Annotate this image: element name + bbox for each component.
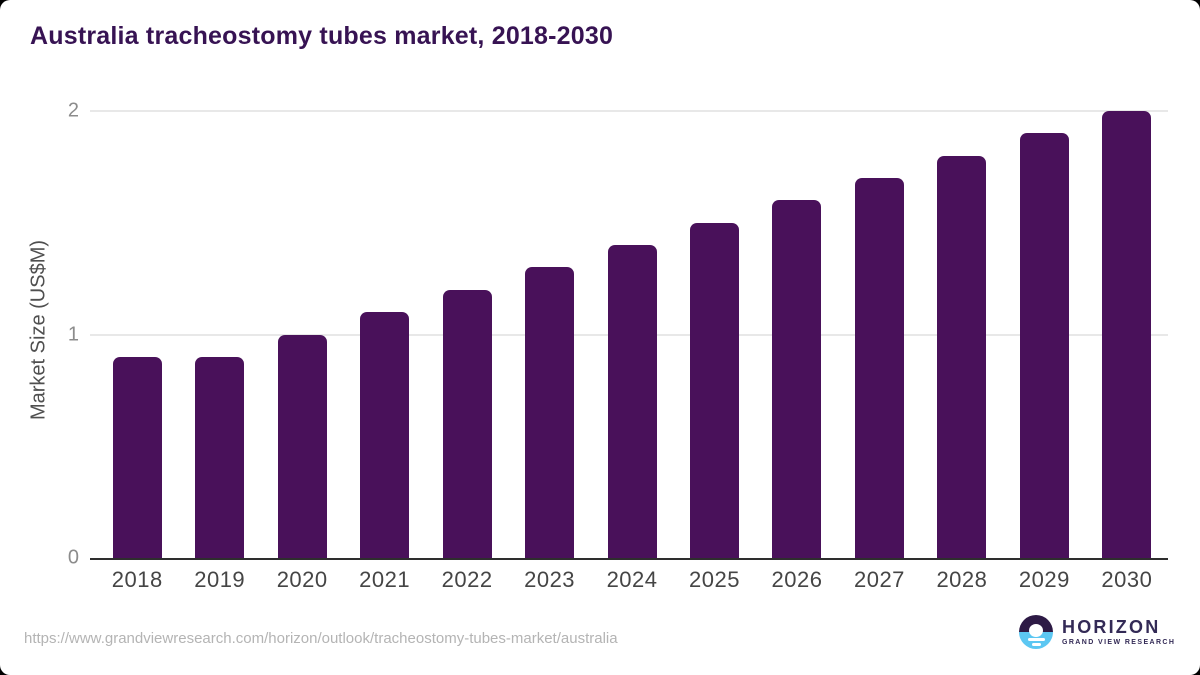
bar-slot-2025 [673,111,755,558]
logo-horizon-line [1027,638,1045,641]
horizon-sun-icon [1019,615,1053,649]
y-tick-label-2: 2 [67,99,79,122]
y-tick-label-0: 0 [67,546,79,569]
x-tick-label-2019: 2019 [194,567,246,592]
logo-sun-circle [1029,624,1043,637]
bar-series [96,111,1168,558]
brand-tagline: GRAND VIEW RESEARCH [1062,639,1176,646]
bar-slot-2018 [96,111,178,558]
chart-title: Australia tracheostomy tubes market, 201… [30,22,614,50]
x-tick-label-2028: 2028 [936,567,988,592]
gridline-2 [90,110,1168,112]
y-tick-label-1: 1 [67,323,79,345]
bar-2019 [195,356,245,558]
x-tick-label-2021: 2021 [359,567,411,592]
brand-logo: HORIZON GRAND VIEW RESEARCH [1019,615,1175,649]
source-url: https://www.grandviewresearch.com/horizo… [24,630,618,647]
x-tick-label-2025: 2025 [689,567,740,592]
bar-slot-2026 [756,111,838,558]
bar-2027 [854,178,904,558]
bar-2026 [772,200,822,558]
x-tick-label-2022: 2022 [441,567,493,592]
bar-2018 [112,356,162,558]
x-tick-label-2029: 2029 [1018,567,1070,592]
bar-slot-2028 [921,111,1003,558]
bar-2030 [1102,111,1152,558]
x-tick-label-2030: 2030 [1101,567,1153,592]
x-tick-label-2023: 2023 [524,567,576,592]
bar-2023 [525,267,575,558]
bar-2022 [442,289,492,558]
bar-slot-2030 [1086,111,1168,558]
x-tick-label-2026: 2026 [771,567,823,592]
logo-text-block: HORIZON GRAND VIEW RESEARCH [1062,618,1175,646]
bar-slot-2019 [178,111,260,558]
plot-area [90,110,1168,560]
bar-slot-2023 [508,111,590,558]
x-tick-label-2018: 2018 [111,567,163,592]
x-tick-label-2024: 2024 [606,567,658,592]
bar-slot-2022 [426,111,508,558]
x-tick-label-2020: 2020 [276,567,328,592]
bar-slot-2020 [261,111,343,558]
x-tick-label-2027: 2027 [853,567,905,592]
bar-slot-2027 [838,111,920,558]
bar-2029 [1019,133,1069,558]
logo-horizon-line-short [1031,643,1041,646]
bar-2025 [690,222,740,558]
brand-name: HORIZON [1062,617,1161,637]
x-axis-ticks: 2018 2019 2020 2021 2022 2023 2024 2025 2026 2027… [96,567,1168,593]
bar-slot-2024 [591,111,673,558]
bar-2028 [937,155,987,558]
bar-slot-2021 [343,111,425,558]
bar-2021 [360,312,410,558]
bar-slot-2029 [1003,111,1085,558]
bar-2024 [607,245,657,558]
bar-2020 [277,334,327,558]
